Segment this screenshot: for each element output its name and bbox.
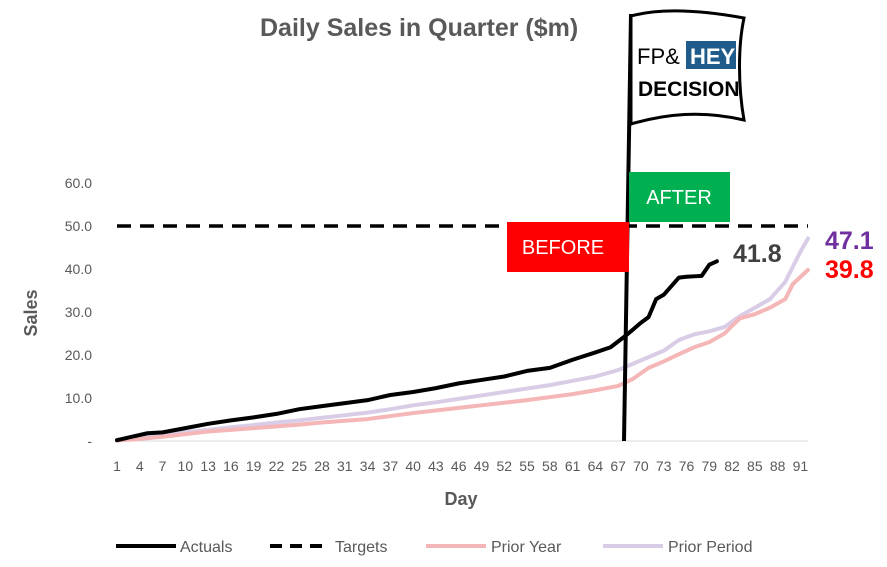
x-tick-label: 52 [496, 458, 512, 474]
x-tick-label: 4 [136, 458, 144, 474]
x-tick-label: 82 [724, 458, 740, 474]
x-tick-label: 16 [223, 458, 239, 474]
after-label: AFTER [646, 187, 712, 209]
y-tick-label: 30.0 [65, 304, 92, 320]
legend-label-targets: Targets [335, 539, 387, 556]
x-tick-label: 85 [747, 458, 763, 474]
y-tick-label: - [87, 433, 92, 449]
x-tick-label: 40 [405, 458, 421, 474]
actuals-line [115, 259, 719, 443]
legend-item-prior-year: Prior Year [426, 539, 562, 556]
x-tick-label: 31 [337, 458, 353, 474]
legend: Actuals Targets Prior Year Prior Period [116, 539, 752, 556]
decision-flag: FP& HEY DECISION [622, 9, 746, 442]
y-tick-label: 20.0 [65, 347, 92, 363]
x-tick-label: 55 [519, 458, 535, 474]
legend-item-targets: Targets [270, 539, 387, 556]
x-tick-label: 88 [770, 458, 786, 474]
before-box: BEFORE [507, 222, 629, 272]
y-tick-label: 40.0 [65, 261, 92, 277]
x-tick-label: 70 [633, 458, 649, 474]
x-tick-label: 19 [246, 458, 262, 474]
x-axis: 1 4 7 10 13 16 19 22 25 28 31 34 37 40 43 46 49 52 55 58 61 6… [113, 440, 809, 474]
x-tick-label: 46 [451, 458, 467, 474]
x-tick-label: 49 [474, 458, 490, 474]
before-label: BEFORE [522, 237, 604, 259]
legend-item-actuals: Actuals [116, 539, 232, 556]
x-tick-label: 25 [291, 458, 307, 474]
x-tick-label: 73 [656, 458, 672, 474]
y-tick-label: 10.0 [65, 390, 92, 406]
flag-brand-badge [686, 41, 736, 69]
chart-title: Daily Sales in Quarter ($m) [260, 14, 578, 42]
legend-label-prior-period: Prior Period [668, 539, 752, 556]
x-tick-label: 61 [565, 458, 581, 474]
end-label-prior-year: 39.8 [825, 256, 874, 284]
y-axis: - 10.0 20.0 30.0 40.0 50.0 60.0 [65, 175, 93, 449]
x-tick-label: 58 [542, 458, 558, 474]
flag-subtitle: DECISION [638, 78, 740, 101]
y-tick-label: 50.0 [65, 218, 92, 234]
prior-year-line [115, 267, 810, 443]
legend-item-prior-period: Prior Period [603, 539, 752, 556]
x-tick-label: 7 [159, 458, 167, 474]
y-axis-label: Sales [21, 289, 41, 336]
x-tick-label: 37 [383, 458, 399, 474]
x-axis-label: Day [444, 489, 477, 509]
legend-label-prior-year: Prior Year [491, 539, 562, 556]
after-box: AFTER [629, 172, 730, 222]
prior-period-line [115, 236, 810, 442]
x-tick-label: 91 [793, 458, 809, 474]
x-tick-label: 76 [679, 458, 695, 474]
x-tick-label: 28 [314, 458, 330, 474]
x-tick-label: 1 [113, 458, 121, 474]
series-layer [115, 224, 810, 443]
legend-label-actuals: Actuals [180, 539, 232, 556]
x-tick-label: 79 [701, 458, 717, 474]
x-tick-label: 34 [360, 458, 376, 474]
end-label-prior-period: 47.1 [825, 227, 874, 255]
y-tick-label: 60.0 [65, 175, 92, 191]
flag-brand-left: FP& [637, 44, 680, 69]
x-tick-label: 22 [269, 458, 285, 474]
x-tick-label: 10 [178, 458, 194, 474]
end-label-actuals: 41.8 [733, 240, 782, 268]
x-tick-label: 13 [200, 458, 216, 474]
x-tick-label: 67 [610, 458, 626, 474]
x-tick-label: 43 [428, 458, 444, 474]
x-tick-label: 64 [588, 458, 604, 474]
flag-brand-right: HEY [690, 44, 736, 69]
